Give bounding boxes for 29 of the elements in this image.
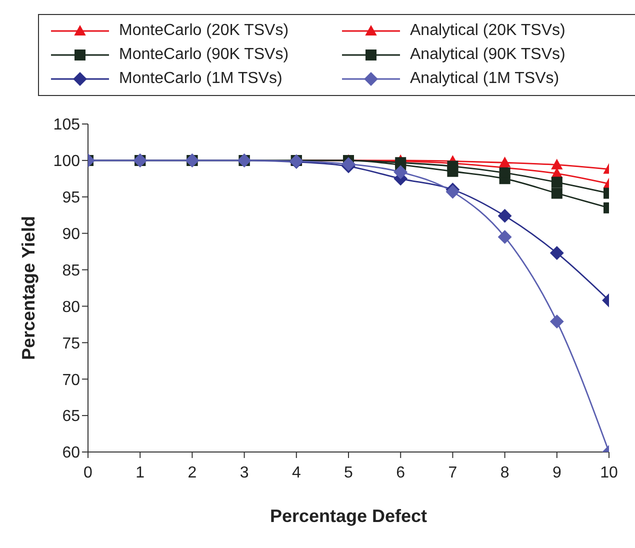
x-tick-label: 5 — [344, 464, 354, 482]
y-tick-label: 105 — [53, 116, 80, 134]
x-tick-label: 2 — [188, 464, 197, 482]
y-tick-label: 60 — [62, 444, 80, 462]
x-tick-label: 7 — [448, 464, 458, 482]
x-tick-label: 1 — [136, 464, 145, 482]
y-tick-label: 70 — [62, 372, 80, 389]
x-tick-label: 8 — [500, 464, 510, 482]
x-tick-label: 6 — [396, 464, 406, 482]
y-tick-label: 80 — [62, 298, 80, 316]
legend-label: MonteCarlo (20K TSVs) — [119, 22, 289, 40]
x-tick-label: 0 — [84, 464, 93, 482]
legend-label: Analytical (20K TSVs) — [410, 22, 566, 40]
legend-label: MonteCarlo (1M TSVs) — [119, 70, 282, 88]
x-axis-title: Percentage Defect — [270, 506, 428, 526]
y-tick-label: 75 — [62, 335, 80, 352]
y-tick-label: 65 — [62, 408, 80, 426]
x-tick-label: 4 — [292, 464, 301, 482]
x-tick-label: 10 — [600, 464, 618, 482]
y-tick-label: 90 — [62, 226, 80, 244]
x-tick-label: 9 — [552, 464, 562, 482]
y-tick-label: 100 — [53, 153, 80, 170]
legend-label: Analytical (1M TSVs) — [410, 70, 560, 88]
x-tick-label: 3 — [240, 464, 249, 482]
legend-label: Analytical (90K TSVs) — [410, 46, 566, 64]
y-tick-label: 85 — [62, 262, 80, 280]
y-axis-title: Percentage Yield — [18, 216, 38, 360]
y-tick-label: 95 — [62, 190, 80, 207]
legend-label: MonteCarlo (90K TSVs) — [119, 46, 289, 64]
